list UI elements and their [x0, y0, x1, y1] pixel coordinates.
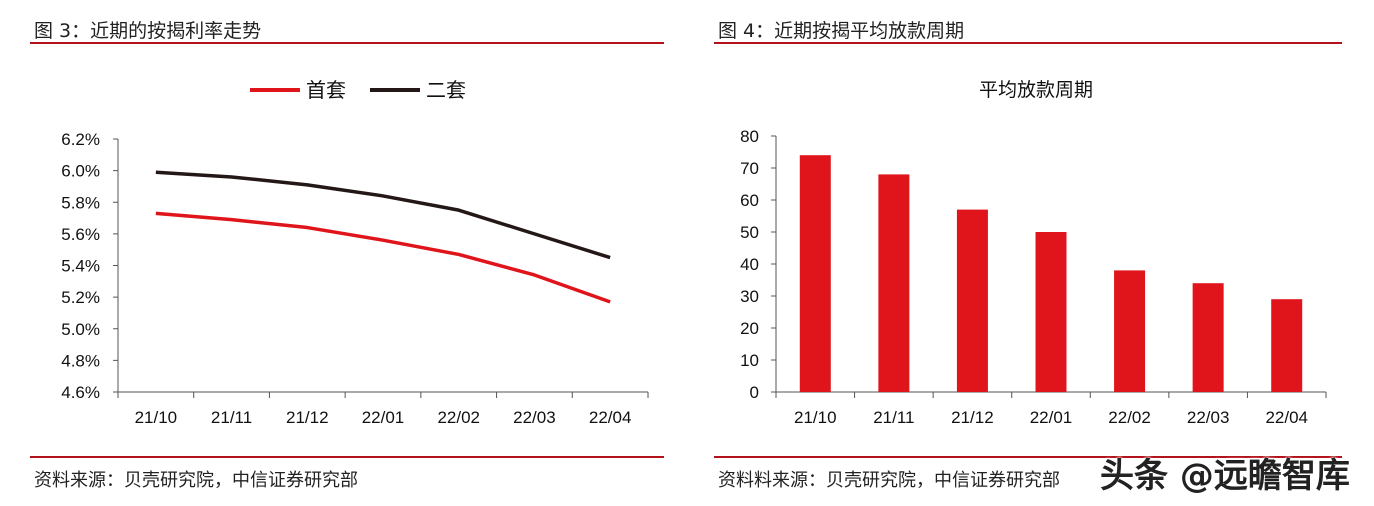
figure-3-heading: 图 3：近期的按揭利率走势: [34, 20, 262, 42]
y-tick-label: 30: [740, 287, 759, 306]
bar: [1271, 299, 1303, 392]
y-tick-label: 5.2%: [61, 288, 100, 307]
x-tick-label: 22/03: [513, 408, 556, 427]
figure-4-top-rule: [714, 42, 1342, 44]
series-line-first-home: [155, 211, 611, 304]
bar: [799, 155, 831, 392]
x-tick-label: 22/01: [362, 408, 405, 427]
x-tick-label: 21/10: [794, 408, 837, 427]
y-tick-label: 50: [740, 223, 759, 242]
bar: [1192, 283, 1224, 392]
y-tick-label: 0: [750, 383, 759, 402]
x-tick-label: 21/11: [211, 408, 252, 427]
y-tick-label: 60: [740, 191, 759, 210]
figure-3-source: 资料来源：贝壳研究院，中信证券研究部: [34, 470, 358, 491]
y-tick-label: 5.4%: [61, 257, 100, 276]
x-tick-label: 22/02: [1108, 408, 1151, 427]
y-tick-label: 40: [740, 255, 759, 274]
y-tick-label: 6.0%: [61, 162, 100, 181]
x-tick-label: 22/02: [437, 408, 480, 427]
y-tick-label: 6.2%: [61, 130, 100, 149]
y-tick-label: 70: [740, 159, 759, 178]
x-tick-label: 22/04: [589, 408, 632, 427]
x-tick-label: 21/10: [135, 408, 178, 427]
x-tick-label: 22/04: [1265, 408, 1308, 427]
x-tick-label: 22/03: [1187, 408, 1230, 427]
y-tick-label: 5.8%: [61, 193, 100, 212]
y-tick-label: 5.0%: [61, 320, 100, 339]
bar-chart: 平均放款周期 0 10 20 30 40 50 60 70 80 21/10 21/11 21/12 22…: [740, 79, 1327, 427]
bar: [878, 174, 910, 392]
y-tick-label: 80: [740, 127, 759, 146]
legend-label: 首套: [306, 79, 346, 102]
x-tick-label: 21/12: [951, 408, 994, 427]
x-tick-label: 21/11: [873, 408, 914, 427]
bar: [1114, 270, 1146, 392]
line-chart: 4.6% 4.8% 5.0% 5.2% 5.4% 5.6% 5.8% 6.0% 6.2% 21/1…: [61, 79, 649, 427]
chart-title: 平均放款周期: [979, 79, 1093, 101]
y-tick-label: 5.6%: [61, 225, 100, 244]
y-tick-label: 10: [740, 351, 759, 370]
figure-4-bottom-rule: [714, 456, 1342, 458]
y-tick-label: 4.6%: [61, 383, 100, 402]
x-tick-label: 22/01: [1030, 408, 1073, 427]
bar: [956, 209, 988, 392]
bar: [1035, 232, 1067, 392]
watermark: 头条 @远瞻智库: [1100, 456, 1350, 496]
legend-label: 二套: [426, 79, 466, 102]
y-tick-label: 4.8%: [61, 351, 100, 370]
figure-4-source: 资料料来源：贝壳研究院，中信证券研究部: [718, 470, 1060, 491]
figure-4-heading: 图 4：近期按揭平均放款周期: [718, 20, 965, 42]
figure-3-bottom-rule: [30, 456, 664, 458]
x-tick-label: 21/12: [286, 408, 329, 427]
figure-3-top-rule: [30, 42, 664, 44]
series-line-second-home: [155, 170, 611, 260]
y-tick-label: 20: [740, 319, 759, 338]
